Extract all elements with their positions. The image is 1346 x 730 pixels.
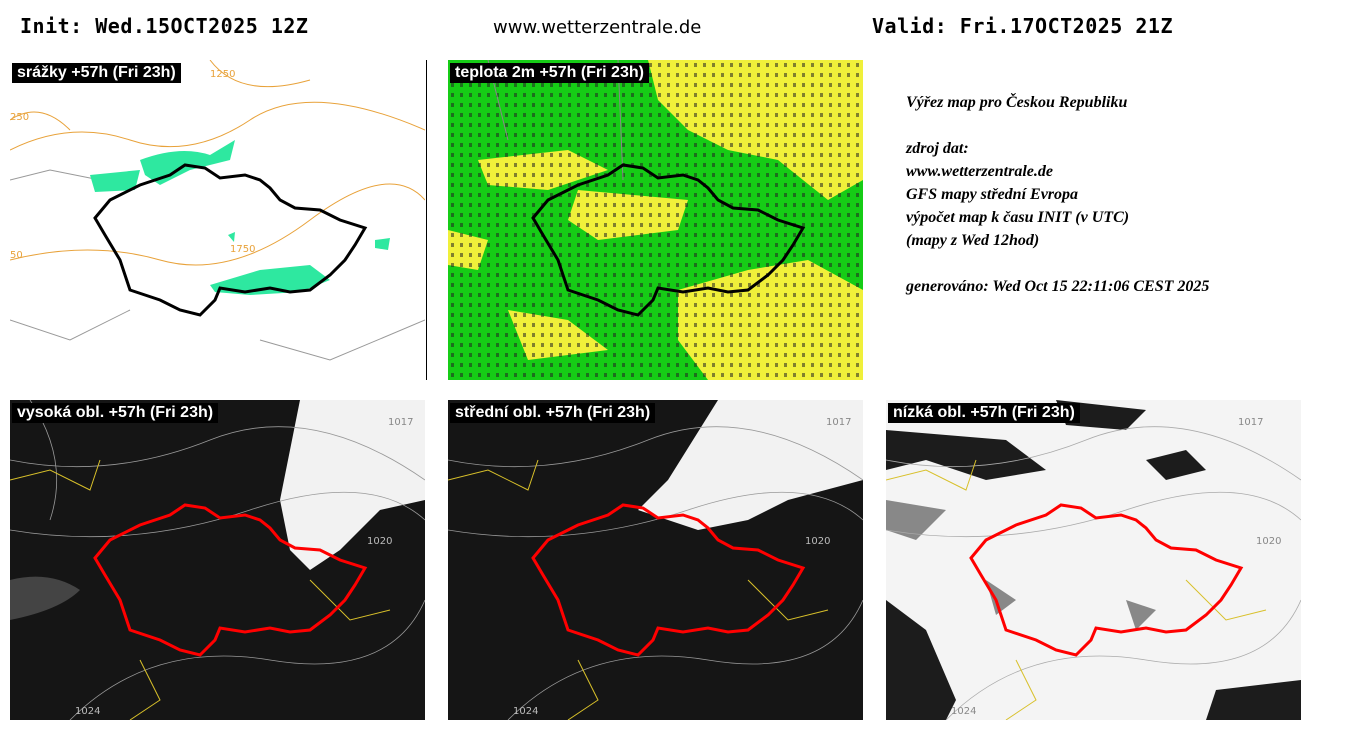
low-cloud-map: 1017 1020 1024 nízká obl. +57h (Fri 23h) bbox=[886, 400, 1301, 720]
info-line: Výřez map pro Českou Republiku bbox=[906, 94, 1128, 111]
contour-label: 1017 bbox=[826, 417, 851, 428]
map: 1017 1020 1024 bbox=[10, 400, 425, 720]
panel-title: nízká obl. +57h (Fri 23h) bbox=[888, 403, 1080, 423]
spacer bbox=[906, 255, 1209, 278]
contour-label: 1020 bbox=[367, 536, 392, 547]
contour-label: 50 bbox=[10, 250, 23, 261]
info-line: www.wetterzentrale.de bbox=[906, 163, 1053, 180]
info-text: Výřez map pro Českou Republiku zdroj dat… bbox=[906, 94, 1209, 301]
map: 1017 1020 1024 bbox=[448, 400, 863, 720]
info-line: GFS mapy střední Evropa bbox=[906, 186, 1079, 203]
spacer bbox=[906, 117, 1209, 140]
map: 1250 1750 250 50 bbox=[10, 60, 425, 380]
contour-label: 1024 bbox=[75, 706, 100, 717]
high-cloud-map: 1017 1020 1024 vysoká obl. +57h (Fri 23h… bbox=[10, 400, 425, 720]
info-line: (mapy z Wed 12hod) bbox=[906, 232, 1040, 249]
divider bbox=[426, 60, 427, 380]
info-line: generováno: Wed Oct 15 22:11:06 CEST 202… bbox=[906, 278, 1210, 295]
valid-time: Valid: Fri.17OCT2025 21Z bbox=[872, 14, 1173, 38]
init-time: Init: Wed.15OCT2025 12Z bbox=[20, 14, 309, 38]
contour-label: 1024 bbox=[513, 706, 538, 717]
temperature-map: teplota 2m +57h (Fri 23h) bbox=[448, 60, 863, 380]
site-name: www.wetterzentrale.de bbox=[493, 17, 702, 38]
contour-label: 1750 bbox=[230, 244, 255, 255]
contour-label: 1024 bbox=[951, 706, 976, 717]
contour-label: 250 bbox=[10, 112, 29, 123]
precip-map: 1250 1750 250 50 srážky +57h (Fri 23h) bbox=[10, 60, 425, 380]
info-line: zdroj dat: bbox=[906, 140, 969, 157]
contour-label: 1020 bbox=[805, 536, 830, 547]
contour-label: 1017 bbox=[1238, 417, 1263, 428]
contour-label: 1017 bbox=[388, 417, 413, 428]
mid-cloud-map: 1017 1020 1024 střední obl. +57h (Fri 23… bbox=[448, 400, 863, 720]
contour-label: 1250 bbox=[210, 69, 235, 80]
map bbox=[448, 60, 863, 380]
panel-title: střední obl. +57h (Fri 23h) bbox=[450, 403, 656, 423]
info-line: výpočet map k času INIT (v UTC) bbox=[906, 209, 1130, 226]
panel-title: teplota 2m +57h (Fri 23h) bbox=[450, 63, 649, 83]
contour-label: 1020 bbox=[1256, 536, 1281, 547]
panel-title: srážky +57h (Fri 23h) bbox=[12, 63, 181, 83]
map: 1017 1020 1024 bbox=[886, 400, 1301, 720]
panel-title: vysoká obl. +57h (Fri 23h) bbox=[12, 403, 219, 423]
